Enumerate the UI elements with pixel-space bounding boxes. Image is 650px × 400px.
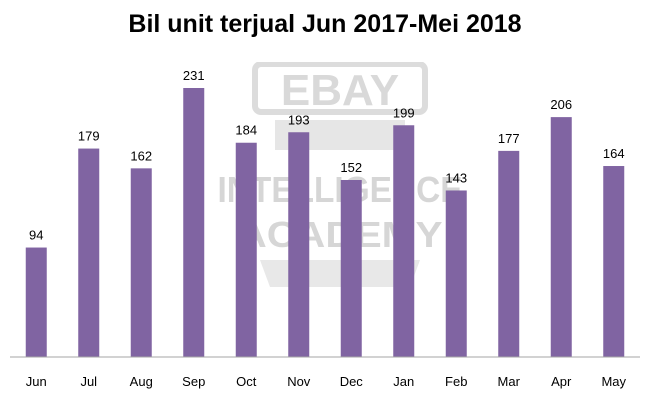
data-label-oct: 184 [235,123,257,138]
data-label-nov: 193 [288,112,310,127]
bar-nov [288,132,310,357]
data-label-sep: 231 [183,68,205,83]
bar-jan [393,125,415,357]
bar-oct [235,142,257,357]
x-tick-label-feb: Feb [445,374,467,389]
chart-title: Bil unit terjual Jun 2017-Mei 2018 [128,10,522,38]
x-tick-label-jul: Jul [80,374,97,389]
data-label-jun: 94 [29,228,43,243]
bar-feb [445,190,467,357]
labels-layer: 94 Jun 179 Jul 162 Aug 231 Sep 184 Oct 193 Nov 152 De… [26,68,627,389]
bar-may [603,166,625,357]
x-tick-label-dec: Dec [340,374,364,389]
data-label-mar: 177 [498,131,520,146]
data-label-feb: 143 [445,170,467,185]
bar-sep [183,88,205,357]
watermark-line-2: INTELLIGENCE [218,169,463,210]
bar-aug [130,168,152,357]
bars-layer [25,88,625,358]
bar-mar [498,150,520,357]
x-tick-label-nov: Nov [287,374,311,389]
watermark-line-1: EBAY [281,66,399,115]
x-tick-label-aug: Aug [130,374,153,389]
x-tick-label-jun: Jun [26,374,47,389]
data-label-may: 164 [603,146,625,161]
x-tick-label-oct: Oct [236,374,257,389]
data-label-jan: 199 [393,105,415,120]
bar-apr [550,117,572,358]
x-tick-label-jan: Jan [393,374,414,389]
x-tick-label-sep: Sep [182,374,205,389]
data-label-jul: 179 [78,129,100,144]
x-tick-label-mar: Mar [498,374,521,389]
bar-jun [25,247,47,357]
x-tick-label-apr: Apr [551,374,572,389]
bar-jul [78,148,100,357]
watermark-logo: EBAY INTELLIGENCE ACADEMY [218,62,463,287]
bar-dec [340,179,362,357]
data-label-apr: 206 [550,97,572,112]
x-tick-label-may: May [601,374,626,389]
data-label-dec: 152 [340,160,362,175]
data-label-aug: 162 [130,148,152,163]
